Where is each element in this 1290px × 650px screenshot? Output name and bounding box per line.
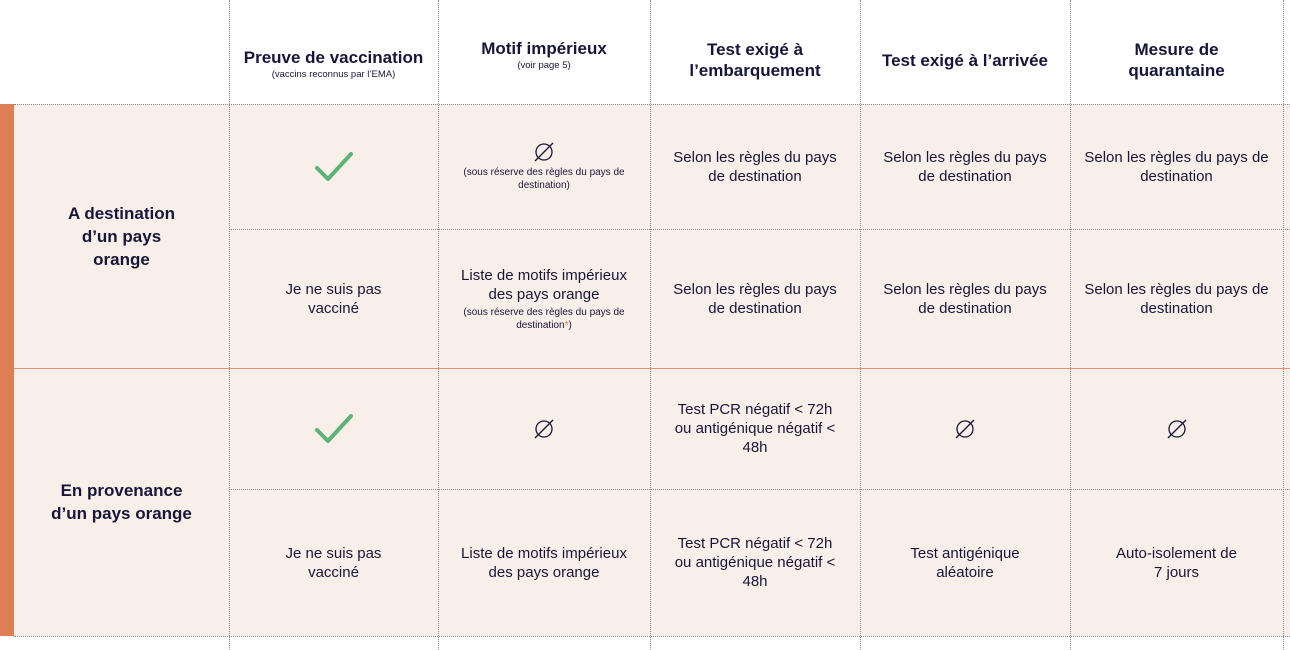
motif-note-end: ) [568, 319, 572, 331]
cell-text: Test antigénique aléatoire [910, 544, 1020, 581]
group-title-destination: A destination d’un pays orange [14, 104, 229, 368]
test-arrivee-cell [860, 368, 1070, 489]
column-divider [860, 0, 861, 650]
test-arrivee-cell: Selon les règles du pays de destination [860, 104, 1070, 229]
cell-text: Selon les règles du pays de destination [883, 148, 1047, 185]
test-arrivee-cell: Test antigénique aléatoire [860, 489, 1070, 636]
column-divider [438, 0, 439, 650]
test-embarquement-cell: Test PCR négatif < 72h ou antigénique né… [650, 489, 860, 636]
motif-note: (sous réserve des règles du pays de dest… [463, 167, 625, 191]
empty-set-icon [532, 417, 556, 441]
header-subtitle: (voir page 5) [517, 60, 571, 71]
cell-text: Selon les règles du pays de destination [673, 148, 837, 185]
group-divider [14, 368, 1290, 369]
asterisk-mark: * [564, 319, 569, 331]
test-embarquement-cell: Test PCR négatif < 72h ou antigénique né… [650, 368, 860, 489]
motif-note: (sous réserve des règles du pays de dest… [456, 306, 632, 332]
header-motif: Motif impérieux (voir page 5) [438, 38, 650, 78]
empty-set-icon [532, 140, 556, 164]
motif-note-text: (sous réserve des règles du pays de dest… [463, 306, 625, 331]
quarantaine-cell [1070, 368, 1283, 489]
cell-text: Selon les règles du pays de destination [1084, 280, 1269, 317]
quarantaine-cell: Selon les règles du pays de destination [1070, 104, 1283, 229]
vaccination-cell: Je ne suis pas vacciné [229, 489, 438, 636]
cell-text: Liste de motifs impérieux des pays orang… [461, 266, 627, 303]
test-embarquement-cell: Selon les règles du pays de destination [650, 104, 860, 229]
group-title: En provenance d’un pays orange [51, 481, 192, 523]
header-title: Motif impérieux [481, 39, 607, 58]
cell-text: Test PCR négatif < 72h ou antigénique né… [674, 535, 836, 590]
header-subtitle: (vaccins reconnus par l’EMA) [271, 68, 396, 80]
vaccination-cell: Je ne suis pas vacciné [229, 229, 438, 368]
cell-text: Auto-isolement de 7 jours [1116, 544, 1237, 581]
cell-text: Selon les règles du pays de destination [673, 280, 837, 317]
empty-set-icon [1165, 417, 1189, 441]
column-divider [650, 0, 651, 650]
column-divider [1070, 0, 1071, 650]
test-arrivee-cell: Selon les règles du pays de destination [860, 229, 1070, 368]
group-title: A destination d’un pays orange [67, 203, 176, 269]
cell-text: Test PCR négatif < 72h ou antigénique né… [674, 401, 836, 456]
column-divider [1283, 0, 1284, 650]
cell-text: Liste de motifs impérieux des pays orang… [461, 544, 627, 581]
quarantaine-cell: Auto-isolement de 7 jours [1070, 489, 1283, 636]
motif-cell: Liste de motifs impérieux des pays orang… [438, 489, 650, 636]
row-divider [229, 229, 1290, 230]
header-test-embarquement: Test exigé à l’embarquement [650, 36, 860, 84]
header-title: Test exigé à l’embarquement [689, 40, 821, 80]
column-divider [229, 0, 230, 650]
cell-text: Selon les règles du pays de destination [1084, 148, 1269, 185]
group-title-provenance: En provenance d’un pays orange [14, 368, 229, 636]
motif-cell [438, 368, 650, 489]
test-embarquement-cell: Selon les règles du pays de destination [650, 229, 860, 368]
header-title: Test exigé à l’arrivée [881, 50, 1048, 70]
empty-set-icon [953, 417, 977, 441]
header-title: Preuve de vaccination [243, 47, 424, 67]
table-body-background [14, 104, 1290, 636]
check-icon [314, 151, 353, 181]
row-divider [14, 636, 1290, 637]
vaccination-cell [229, 104, 438, 229]
row-divider [229, 489, 1290, 490]
motif-cell: Liste de motifs impérieux des pays orang… [438, 229, 650, 368]
quarantaine-cell: Selon les règles du pays de destination [1070, 229, 1283, 368]
motif-cell: (sous réserve des règles du pays de dest… [438, 116, 650, 216]
cell-text: Selon les règles du pays de destination [883, 280, 1047, 317]
orange-accent-bar [0, 104, 14, 636]
header-vaccination: Preuve de vaccination (vaccins reconnus … [229, 24, 438, 102]
vaccination-cell [229, 368, 438, 489]
cell-text: Je ne suis pas vacciné [285, 544, 382, 581]
row-divider [14, 104, 1290, 105]
header-quarantaine: Mesure de quarantaine [1070, 36, 1283, 84]
cell-text: Je ne suis pas vacciné [285, 280, 382, 317]
header-test-arrivee: Test exigé à l’arrivée [860, 36, 1070, 84]
check-icon [314, 413, 353, 443]
header-title: Mesure de quarantaine [1128, 40, 1225, 80]
